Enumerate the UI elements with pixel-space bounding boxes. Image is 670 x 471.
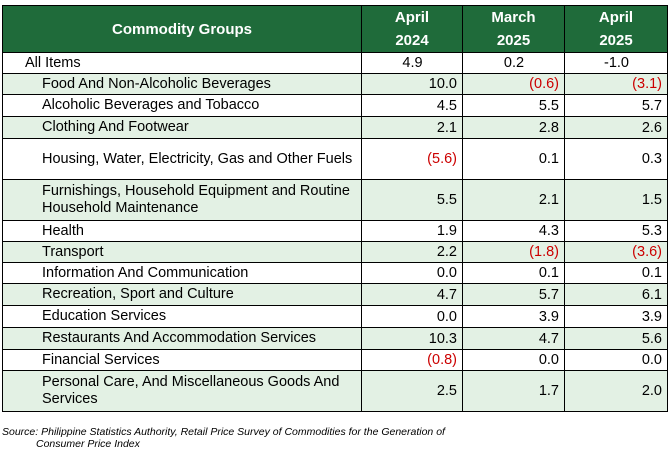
cell-march-2025: 2.8 [462, 116, 565, 139]
source-line-1: Source: Philippine Statistics Authority,… [2, 426, 445, 438]
cell-april-2024: 0.0 [361, 262, 463, 284]
column-header-april-2025: April 2025 [564, 5, 668, 53]
column-year: 2025 [496, 32, 531, 49]
column-month: April [394, 9, 430, 26]
cell-april-2025: 0.1 [564, 262, 668, 284]
cell-april-2024: 2.1 [361, 116, 463, 139]
table-row: Furnishings, Household Equipment and Rou… [2, 179, 668, 221]
table-row: Health 1.9 4.3 5.3 [2, 220, 668, 242]
cell-april-2024: (5.6) [361, 138, 463, 180]
table-row: Housing, Water, Electricity, Gas and Oth… [2, 138, 668, 180]
cell-march-2025: 2.1 [462, 179, 565, 221]
cell-march-2025: 5.5 [462, 94, 565, 117]
row-label: All Items [2, 52, 362, 74]
cell-april-2025: 5.6 [564, 327, 668, 350]
cpi-table: Commodity Groups April 2024 March 2025 A… [2, 5, 668, 412]
table-row-all-items: All Items 4.9 0.2 -1.0 [2, 52, 668, 74]
cell-april-2025: 6.1 [564, 283, 668, 306]
cell-april-2024: 10.0 [361, 73, 463, 95]
cell-april-2024: 4.7 [361, 283, 463, 306]
cell-april-2024: 1.9 [361, 220, 463, 242]
cell-april-2025: 5.3 [564, 220, 668, 242]
row-label: Transport [2, 241, 362, 263]
table-row: Clothing And Footwear 2.1 2.8 2.6 [2, 116, 668, 139]
cell-april-2024: 4.5 [361, 94, 463, 117]
table-row: Education Services 0.0 3.9 3.9 [2, 305, 668, 328]
row-label: Furnishings, Household Equipment and Rou… [2, 179, 362, 221]
cell-march-2025: 3.9 [462, 305, 565, 328]
column-year: 2025 [599, 32, 633, 49]
row-label: Food And Non-Alcoholic Beverages [2, 73, 362, 95]
table-row: Information And Communication 0.0 0.1 0.… [2, 262, 668, 284]
row-label: Clothing And Footwear [2, 116, 362, 139]
row-label: Education Services [2, 305, 362, 328]
source-note: Source: Philippine Statistics Authority,… [2, 426, 668, 450]
cell-april-2025: 1.5 [564, 179, 668, 221]
cell-march-2025: 4.7 [462, 327, 565, 350]
column-month: April [598, 9, 634, 26]
row-label: Personal Care, And Miscellaneous Goods A… [2, 370, 362, 412]
cell-march-2025: 0.1 [462, 138, 565, 180]
cell-march-2025: (0.6) [462, 73, 565, 95]
table-row: Alcoholic Beverages and Tobacco 4.5 5.5 … [2, 94, 668, 117]
table-row: Restaurants And Accommodation Services 1… [2, 327, 668, 350]
cell-march-2025: (1.8) [462, 241, 565, 263]
column-header-april-2024: April 2024 [361, 5, 463, 53]
cell-april-2024: 10.3 [361, 327, 463, 350]
cell-march-2025: 0.1 [462, 262, 565, 284]
commodity-groups-header: Commodity Groups [2, 5, 362, 53]
cell-april-2024: 5.5 [361, 179, 463, 221]
table-row: Recreation, Sport and Culture 4.7 5.7 6.… [2, 283, 668, 306]
row-label: Housing, Water, Electricity, Gas and Oth… [2, 138, 362, 180]
cell-april-2025: 0.3 [564, 138, 668, 180]
cell-april-2024: 2.2 [361, 241, 463, 263]
table-row: Financial Services (0.8) 0.0 0.0 [2, 349, 668, 371]
cell-april-2024: (0.8) [361, 349, 463, 371]
cell-april-2025: -1.0 [564, 52, 668, 74]
cell-april-2025: 5.7 [564, 94, 668, 117]
row-label: Health [2, 220, 362, 242]
cell-april-2025: (3.6) [564, 241, 668, 263]
cell-march-2025: 4.3 [462, 220, 565, 242]
cell-april-2024: 0.0 [361, 305, 463, 328]
table-row: Personal Care, And Miscellaneous Goods A… [2, 370, 668, 412]
cell-april-2025: (3.1) [564, 73, 668, 95]
header-row: Commodity Groups April 2024 March 2025 A… [2, 5, 668, 53]
row-label: Alcoholic Beverages and Tobacco [2, 94, 362, 117]
cell-march-2025: 1.7 [462, 370, 565, 412]
table-row: Transport 2.2 (1.8) (3.6) [2, 241, 668, 263]
cell-april-2025: 3.9 [564, 305, 668, 328]
cell-march-2025: 0.0 [462, 349, 565, 371]
table-row: Food And Non-Alcoholic Beverages 10.0 (0… [2, 73, 668, 95]
column-year: 2024 [395, 32, 429, 49]
cell-march-2025: 5.7 [462, 283, 565, 306]
row-label: Financial Services [2, 349, 362, 371]
cell-april-2024: 2.5 [361, 370, 463, 412]
row-label: Restaurants And Accommodation Services [2, 327, 362, 350]
cell-march-2025: 0.2 [462, 52, 565, 74]
cell-april-2025: 2.6 [564, 116, 668, 139]
row-label: Recreation, Sport and Culture [2, 283, 362, 306]
column-month: March [491, 9, 536, 26]
cell-april-2025: 0.0 [564, 349, 668, 371]
source-line-2: Consumer Price Index [36, 438, 140, 450]
column-header-march-2025: March 2025 [462, 5, 565, 53]
cell-april-2024: 4.9 [361, 52, 463, 74]
cell-april-2025: 2.0 [564, 370, 668, 412]
row-label: Information And Communication [2, 262, 362, 284]
